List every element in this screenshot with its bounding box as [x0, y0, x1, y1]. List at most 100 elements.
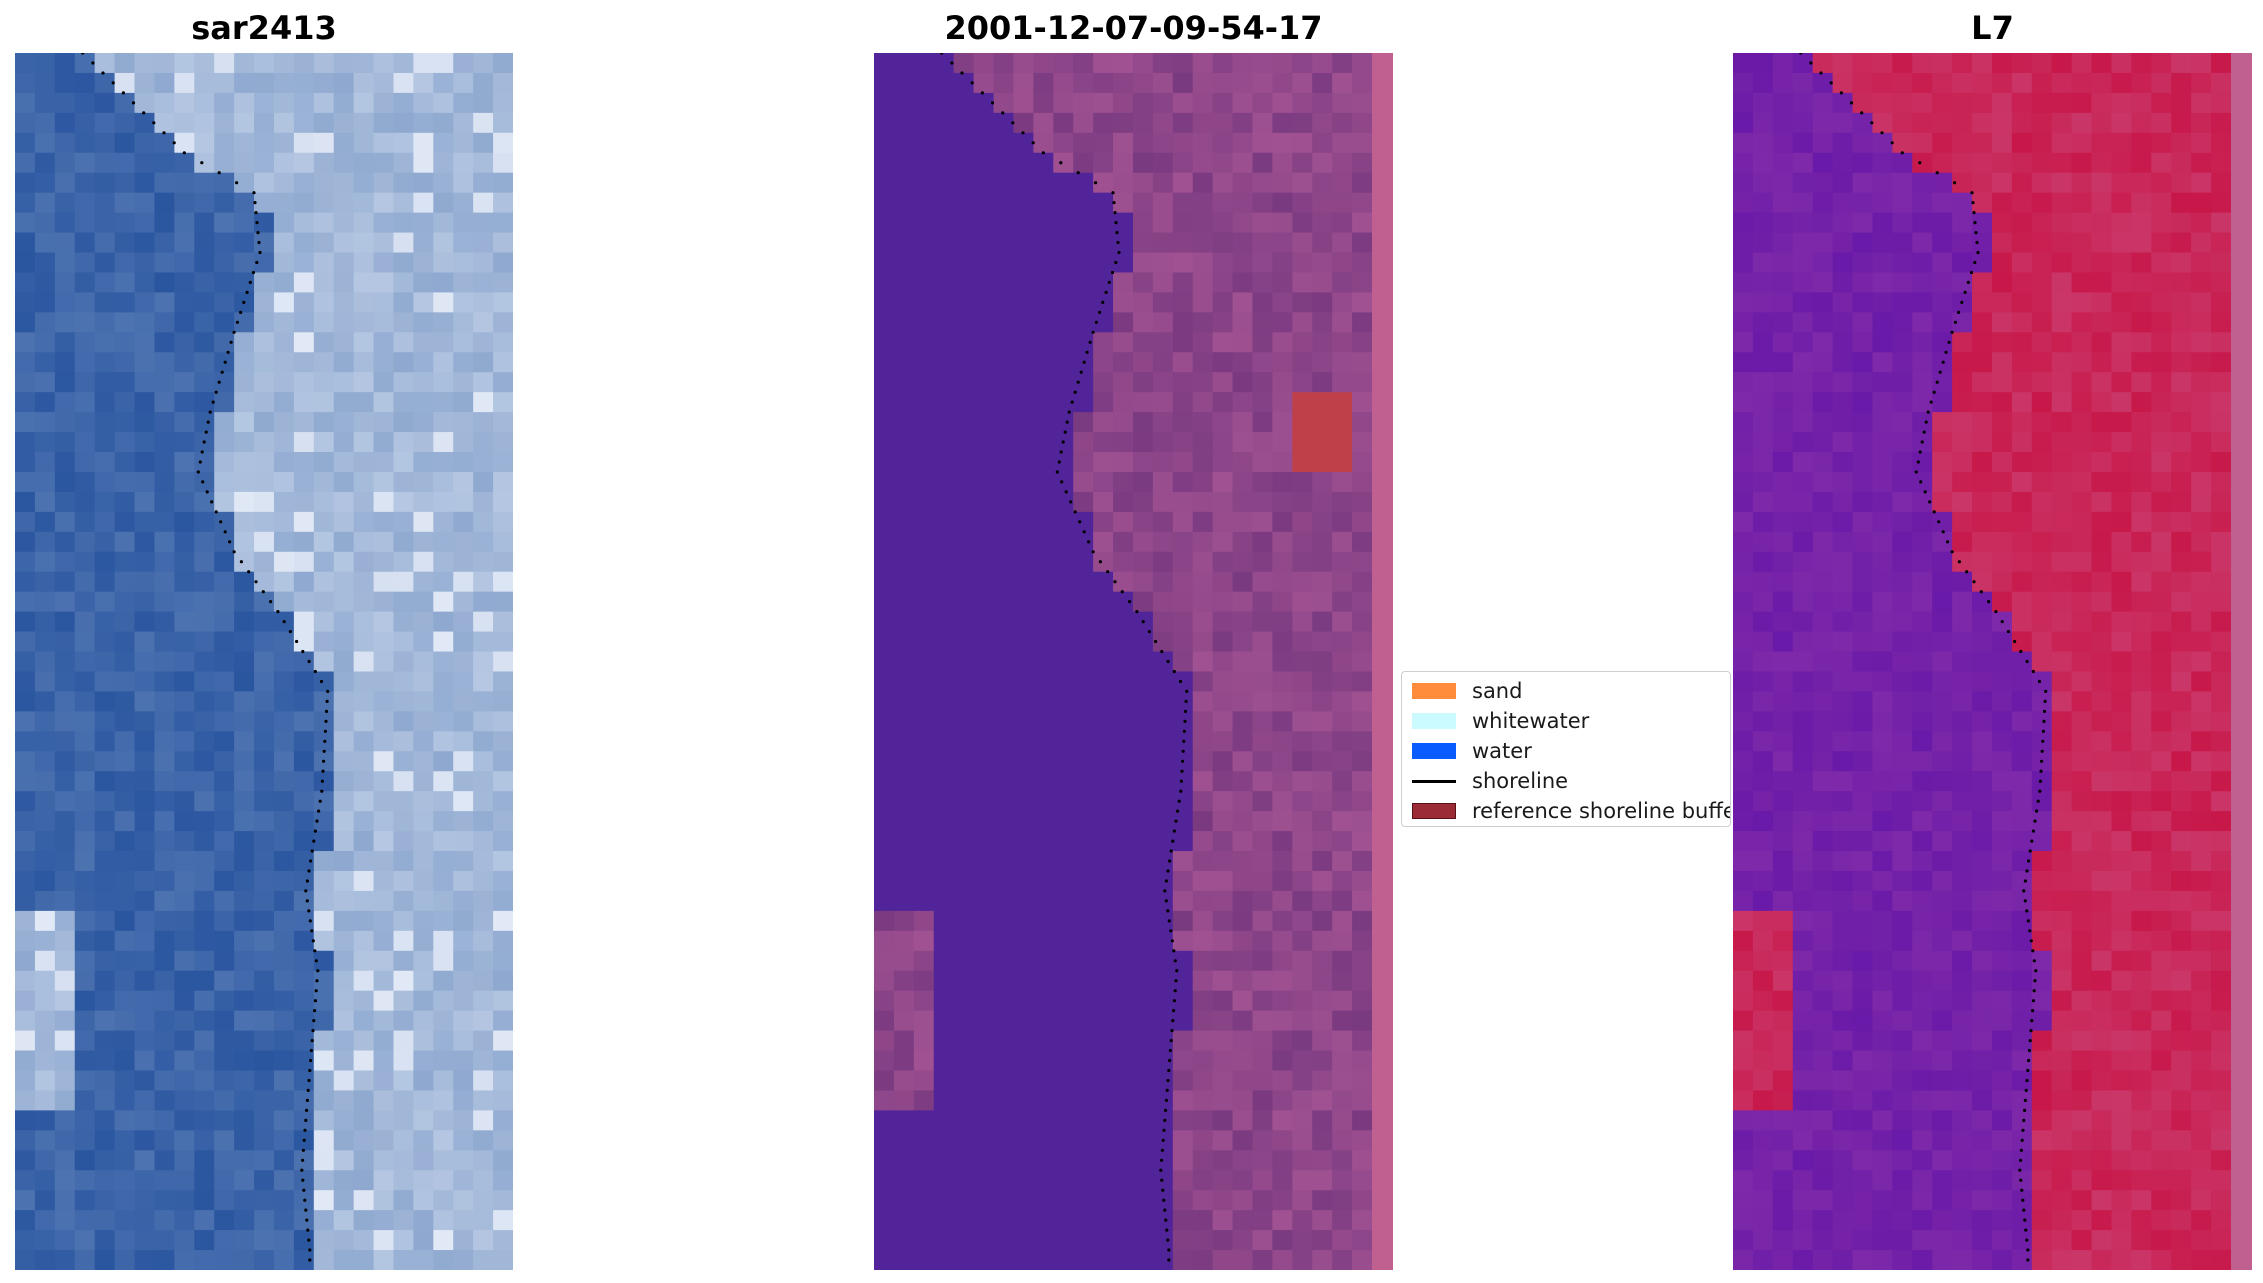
- class-pixel: [1073, 252, 1094, 274]
- class-pixel: [1093, 252, 1114, 274]
- rgb-pixel: [473, 930, 494, 952]
- rgb-pixel: [94, 1150, 116, 1171]
- class-pixel: [1272, 332, 1293, 353]
- class-pixel: [1053, 53, 1074, 74]
- rgb-pixel: [333, 412, 355, 433]
- shoreline-dot: [1973, 260, 1977, 265]
- rgb-pixel: [373, 1050, 395, 1072]
- shoreline-dot: [1112, 201, 1116, 205]
- class-pixel: [1332, 432, 1353, 453]
- class-pixel: [953, 990, 975, 1012]
- rgb-pixel: [15, 711, 36, 732]
- mndwi-pixel: [2191, 950, 2212, 972]
- class-pixel: [1132, 671, 1154, 693]
- rgb-pixel: [393, 1010, 414, 1032]
- mndwi-pixel: [1772, 910, 1794, 932]
- rgb-pixel: [194, 1050, 215, 1072]
- class-pixel: [1312, 1150, 1333, 1171]
- mndwi-pixel: [1752, 332, 1774, 353]
- rgb-pixel: [433, 511, 454, 533]
- shoreline-dot: [309, 1048, 313, 1053]
- mndwi-pixel: [2011, 990, 2033, 1012]
- mndwi-pixel: [2191, 112, 2212, 134]
- rgb-pixel: [493, 132, 513, 154]
- mndwi-pixel: [2151, 691, 2172, 712]
- class-pixel: [1292, 910, 1313, 932]
- rgb-pixel: [214, 112, 235, 134]
- class-pixel: [1113, 132, 1134, 154]
- mndwi-pixel: [1972, 312, 1993, 333]
- class-pixel: [933, 910, 955, 932]
- rgb-pixel: [293, 990, 315, 1012]
- rgb-pixel: [34, 471, 56, 493]
- mndwi-pixel: [2031, 591, 2053, 613]
- shoreline-dot: [1166, 659, 1170, 664]
- mndwi-pixel: [1812, 292, 1834, 313]
- rgb-pixel: [373, 791, 395, 812]
- rgb-pixel: [34, 432, 56, 453]
- rgb-pixel: [214, 910, 235, 932]
- rgb-pixel: [473, 970, 494, 992]
- rgb-pixel: [254, 870, 275, 892]
- rgb-pixel: [74, 412, 96, 433]
- class-pixel: [953, 1030, 975, 1052]
- class-pixel: [1232, 631, 1254, 653]
- class-pixel: [1013, 192, 1034, 214]
- mndwi-pixel: [1952, 811, 1973, 832]
- rgb-pixel: [373, 950, 395, 972]
- shoreline-dot: [2031, 1009, 2035, 1013]
- mndwi-pixel: [1932, 791, 1953, 812]
- class-pixel: [1292, 312, 1313, 333]
- mndwi-pixel: [1952, 212, 1973, 234]
- rgb-pixel: [15, 531, 36, 553]
- class-pixel: [893, 990, 915, 1012]
- mndwi-pixel: [1752, 72, 1774, 94]
- class-pixel: [993, 452, 1015, 473]
- mndwi-pixel: [1872, 452, 1893, 473]
- rgb-pixel: [174, 930, 195, 952]
- class-pixel: [1053, 631, 1074, 653]
- class-pixel: [1292, 751, 1313, 772]
- rgb-pixel: [54, 651, 76, 673]
- rgb-pixel: [373, 192, 395, 214]
- class-pixel: [1272, 691, 1293, 712]
- class-pixel: [1053, 970, 1074, 992]
- class-pixel: [953, 611, 975, 633]
- class-pixel: [953, 1150, 975, 1171]
- mndwi-pixel: [2111, 870, 2132, 892]
- mndwi-pixel: [2171, 132, 2192, 154]
- rgb-pixel: [194, 412, 215, 433]
- rgb-pixel: [413, 212, 434, 234]
- mndwi-pixel: [2071, 172, 2093, 194]
- rgb-pixel: [34, 172, 56, 194]
- rgb-pixel: [234, 192, 255, 214]
- mndwi-pixel: [1952, 53, 1973, 74]
- mndwi-pixel: [1812, 811, 1834, 832]
- mndwi-pixel: [1912, 531, 1933, 553]
- rgb-pixel: [273, 53, 295, 74]
- mndwi-pixel: [2091, 870, 2113, 892]
- shoreline-dot: [1163, 1208, 1167, 1212]
- class-pixel: [1312, 272, 1333, 294]
- class-pixel: [953, 252, 975, 274]
- class-pixel: [1332, 232, 1353, 254]
- rgb-pixel: [174, 831, 195, 852]
- class-pixel: [1252, 651, 1273, 673]
- class-pixel: [1093, 771, 1114, 792]
- class-pixel: [953, 771, 975, 792]
- mndwi-pixel: [1792, 112, 1814, 134]
- mndwi-pixel: [2091, 1030, 2113, 1052]
- mndwi-pixel: [1812, 1010, 1834, 1032]
- rgb-pixel: [393, 910, 414, 932]
- class-pixel: [1272, 511, 1293, 533]
- class-pixel: [1093, 1070, 1114, 1092]
- mndwi-pixel: [1872, 1150, 1893, 1171]
- class-pixel: [1013, 292, 1034, 313]
- shoreline-dot: [1166, 869, 1170, 873]
- class-pixel: [1113, 471, 1134, 493]
- mndwi-pixel: [1812, 930, 1834, 952]
- class-pixel: [1113, 930, 1134, 952]
- class-pixel: [1332, 292, 1353, 313]
- rgb-pixel: [413, 172, 434, 194]
- mndwi-pixel: [2031, 491, 2053, 513]
